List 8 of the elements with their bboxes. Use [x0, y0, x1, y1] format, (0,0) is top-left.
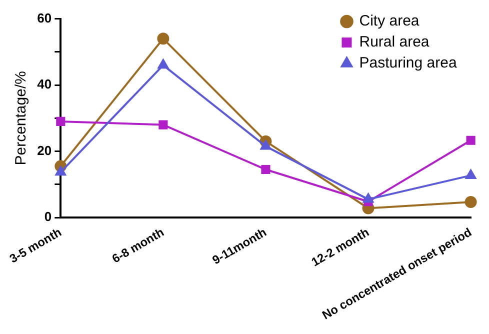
y-axis-title: Percentage/% [12, 71, 30, 166]
legend-label: City area [359, 12, 420, 30]
legend-label: Rural area [359, 34, 430, 51]
legend-label: Pasturing area [359, 54, 458, 72]
y-tick-label: 60 [37, 10, 52, 26]
y-tick-label: 0 [44, 209, 52, 224]
y-tick-label: 20 [37, 142, 52, 158]
y-tick-label: 40 [37, 76, 52, 92]
